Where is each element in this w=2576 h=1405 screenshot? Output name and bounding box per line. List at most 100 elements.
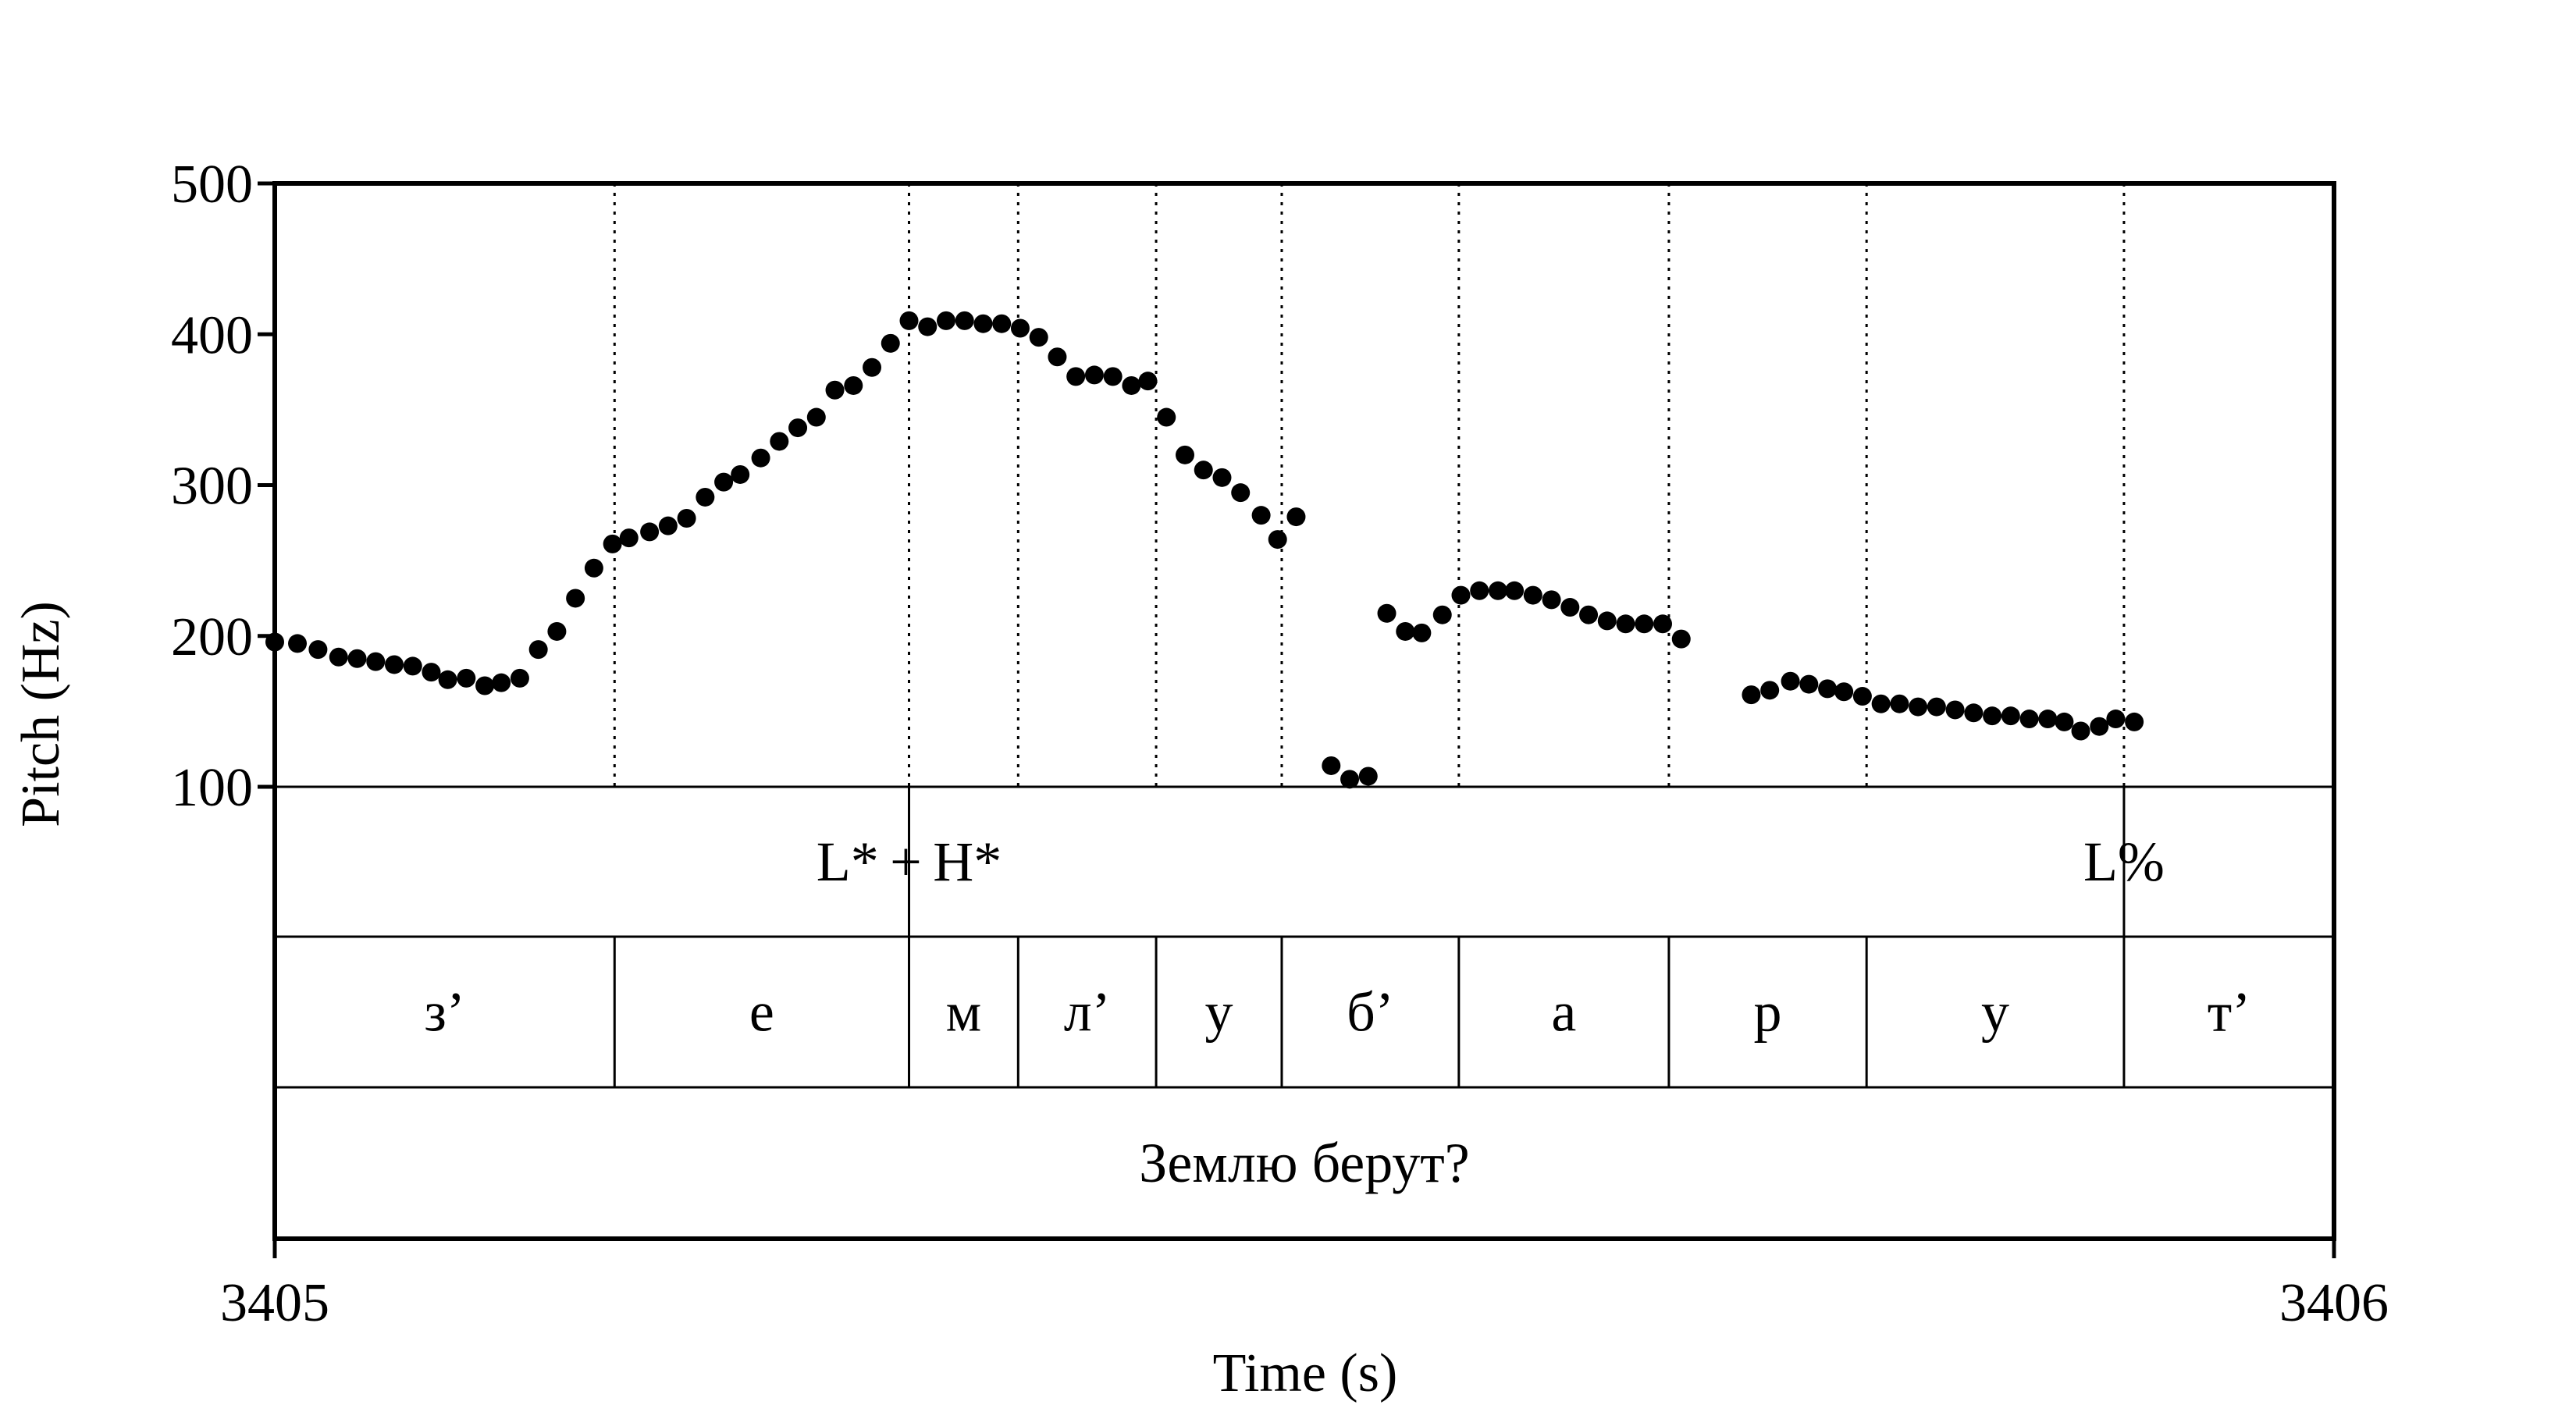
pitch-point <box>1945 700 1965 720</box>
pitch-point <box>492 673 511 692</box>
pitch-point <box>457 668 476 688</box>
y-tick-label: 300 <box>171 457 253 517</box>
pitch-point <box>899 311 919 330</box>
segment-label: у <box>1981 981 2009 1044</box>
tone-label: L* + H* <box>817 831 1002 893</box>
pitch-point <box>936 311 955 330</box>
pitch-point <box>1194 461 1213 480</box>
pitch-point <box>1122 375 1141 395</box>
pitch-point <box>640 522 660 542</box>
pitch-point <box>973 314 993 333</box>
pitch-point <box>658 516 678 535</box>
pitch-point <box>1834 682 1854 702</box>
pitch-point <box>863 357 882 377</box>
pitch-point <box>385 655 404 674</box>
y-tick-label: 200 <box>171 607 253 667</box>
pitch-point <box>566 589 585 608</box>
plot-frame <box>272 181 2336 1241</box>
pitch-point <box>714 472 734 492</box>
pitch-point <box>1653 614 1673 634</box>
pitch-point <box>955 311 974 330</box>
pitch-point <box>1871 694 1891 713</box>
pitch-point <box>1542 590 1561 610</box>
segment-label: м <box>946 981 982 1044</box>
segment-label: е <box>749 981 774 1044</box>
axis-ticks: 100 200 300 400 500 3405 3406 <box>171 155 2389 1333</box>
pitch-point <box>1396 621 1415 641</box>
pitch-point <box>731 464 750 484</box>
pitch-point <box>2125 712 2144 731</box>
pitch-point <box>1103 367 1123 386</box>
pitch-point <box>438 670 457 689</box>
pitch-point <box>844 375 863 395</box>
pitch-point <box>366 652 386 671</box>
x-axis-title: Time (s) <box>1213 1343 1398 1403</box>
boundary-lines <box>613 183 2126 787</box>
pitch-point <box>1212 468 1232 487</box>
pitch-point <box>1268 530 1287 550</box>
sentence-label: Землю берут? <box>1139 1132 1469 1194</box>
segment-label: л’ <box>1064 981 1111 1044</box>
pitch-points <box>265 311 2144 789</box>
annotation-tiers: L* + H* L% з’ е м л’ у б’ а р у т’ Землю берут? <box>424 787 2250 1194</box>
pitch-point <box>806 407 826 427</box>
pitch-point <box>677 509 696 528</box>
pitch-point <box>1909 697 1928 717</box>
pitch-point <box>1358 767 1378 786</box>
pitch-point <box>1523 585 1542 605</box>
pitch-point <box>1560 598 1580 617</box>
pitch-point <box>403 656 422 676</box>
pitch-point <box>1597 611 1617 631</box>
pitch-point <box>2019 710 2039 729</box>
pitch-point <box>347 649 367 668</box>
pitch-point <box>1231 483 1251 503</box>
pitch-point <box>2001 706 2020 726</box>
segment-label: б’ <box>1347 981 1394 1044</box>
pitch-point <box>1781 671 1800 691</box>
pitch-point <box>2106 710 2126 729</box>
pitch-point <box>770 432 789 451</box>
pitch-point <box>1029 328 1048 347</box>
pitch-point <box>1964 703 1984 723</box>
pitch-point <box>1470 581 1489 600</box>
pitch-point <box>603 534 622 553</box>
pitch-point <box>2038 710 2058 729</box>
pitch-point <box>510 668 529 688</box>
pitch-point <box>825 380 845 400</box>
pitch-point <box>1377 603 1397 623</box>
pitch-point <box>1175 445 1194 464</box>
x-tick-label: 3406 <box>2279 1273 2389 1333</box>
pitch-point <box>1412 623 1432 642</box>
pitch-point <box>1451 585 1471 605</box>
pitch-point <box>422 663 441 682</box>
pitch-point <box>1760 681 1780 700</box>
segment-label: з’ <box>424 981 464 1044</box>
pitch-point <box>1505 581 1525 600</box>
x-tick-label: 3405 <box>220 1273 329 1333</box>
pitch-point <box>288 634 308 653</box>
pitch-point <box>1983 706 2002 726</box>
pitch-point <box>1635 614 1654 634</box>
pitch-point <box>918 317 938 336</box>
pitch-point <box>308 640 328 660</box>
pitch-point <box>619 528 639 548</box>
pitch-point <box>1048 347 1067 367</box>
y-tick-label: 100 <box>171 758 253 818</box>
pitch-point <box>1010 318 1030 338</box>
pitch-point <box>1066 367 1086 386</box>
y-tick-label: 400 <box>171 305 253 365</box>
segment-label: р <box>1754 981 1782 1044</box>
pitch-point <box>1818 679 1838 699</box>
segment-label: т’ <box>2208 981 2250 1044</box>
pitch-point <box>1138 372 1158 391</box>
pitch-point <box>2071 721 2090 741</box>
pitch-point <box>584 558 603 578</box>
pitch-point <box>1157 407 1176 427</box>
pitch-point <box>1852 687 1872 706</box>
y-tick-label: 500 <box>171 155 253 215</box>
chart-frame <box>272 181 2336 1241</box>
pitch-point <box>881 333 900 353</box>
pitch-point <box>1890 694 1909 713</box>
pitch-point <box>1742 685 1761 705</box>
